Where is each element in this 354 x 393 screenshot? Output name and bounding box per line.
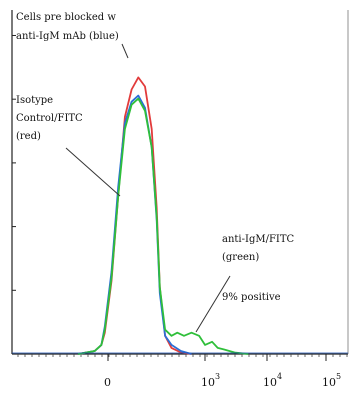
x-tick-label: 103 xyxy=(201,372,220,389)
axes xyxy=(11,10,349,357)
series-line-2 xyxy=(77,76,192,355)
leader-line-blue xyxy=(121,43,129,59)
x-tick-label: 105 xyxy=(322,372,341,389)
annotation-2: anti-IgM/FITC (green) xyxy=(222,234,295,263)
leader-line-green xyxy=(195,275,231,333)
annotation-3: 9% positive xyxy=(222,292,281,303)
leader-line-red xyxy=(65,147,121,197)
x-tick-label: 0 xyxy=(104,376,111,389)
annotation-0: Cells pre blocked w anti-IgM mAb (blue) xyxy=(16,12,119,42)
x-tick-label: 104 xyxy=(263,372,282,389)
annotation-1: Isotype Control/FITC (red) xyxy=(16,95,83,142)
x-ticks: 0 103 104 105 xyxy=(104,354,341,389)
series-line-0 xyxy=(77,97,249,355)
annotations: Cells pre blocked w anti-IgM mAb (blue) Is… xyxy=(16,12,295,333)
series-line-1 xyxy=(77,94,192,355)
plot-lines xyxy=(12,76,348,355)
